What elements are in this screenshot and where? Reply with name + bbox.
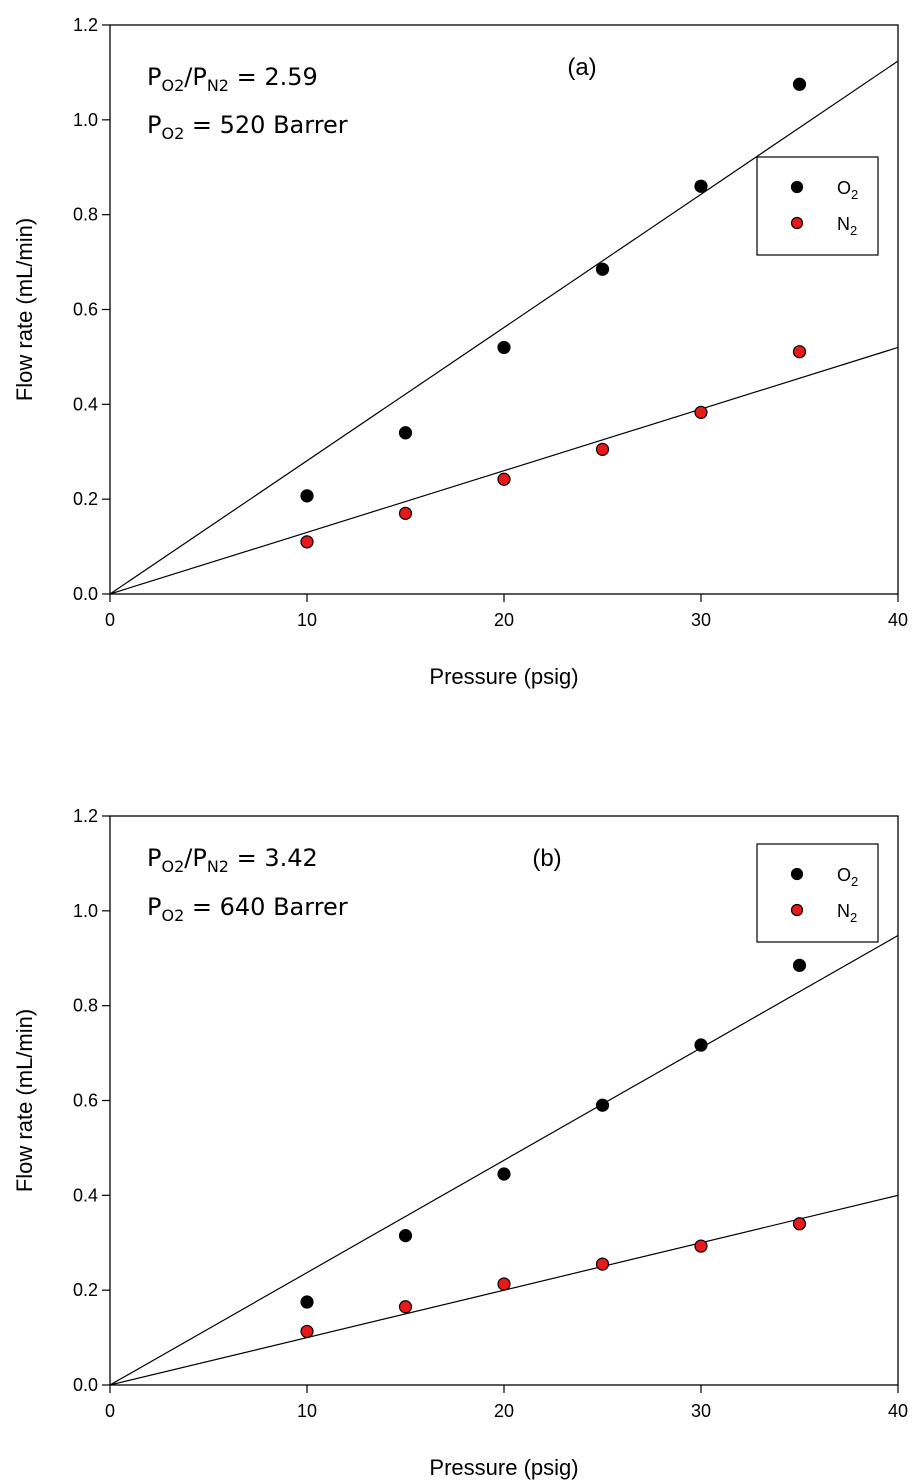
data-point-o2 <box>595 262 610 276</box>
annot-p: P <box>147 111 161 139</box>
legend-label-sub: 2 <box>851 874 858 889</box>
data-point-n2 <box>398 506 413 520</box>
data-point-n2 <box>694 405 708 419</box>
x-tick-label: 10 <box>297 1401 317 1421</box>
data-point-n2 <box>792 1217 807 1231</box>
chart-a: 0 10 20 30 40 0.0 0.2 0.4 0.6 0.8 1.0 1.2 Pressure (… <box>12 15 908 689</box>
annot-sub: O2 <box>161 124 184 143</box>
data-point-o2 <box>300 1295 314 1309</box>
data-point-n2 <box>398 1300 413 1314</box>
y-tick-label: 0.2 <box>73 489 98 509</box>
legend-label-sub: 2 <box>850 910 857 925</box>
panel-label: (b) <box>532 845 561 872</box>
x-tick-label: 30 <box>691 1401 711 1421</box>
annot-sub: N2 <box>207 76 229 95</box>
y-tick-label: 0.8 <box>73 996 98 1016</box>
data-point-n2 <box>694 1239 708 1253</box>
annot-p: P <box>147 893 161 921</box>
y-tick-label: 0.0 <box>73 584 98 604</box>
fit-line-n2 <box>110 346 898 594</box>
annot-p: P <box>147 63 161 91</box>
data-point-o2 <box>792 77 807 91</box>
data-point-o2 <box>595 1098 610 1112</box>
annot-sub: O2 <box>161 857 184 876</box>
x-tick-label: 10 <box>297 610 317 630</box>
legend-label-sub: 2 <box>851 187 858 202</box>
selectivity-annotation: PO2/PN2 = 2.59 <box>147 63 318 95</box>
x-tick-label: 20 <box>494 610 514 630</box>
y-tick-label: 1.2 <box>73 15 98 35</box>
x-tick-label: 40 <box>888 610 908 630</box>
data-point-n2 <box>300 535 314 549</box>
legend-label: N2 <box>837 214 857 238</box>
data-point-o2 <box>694 179 708 193</box>
annot-sep: /P <box>184 63 207 91</box>
data-point-n2 <box>300 1324 314 1339</box>
x-axis-title: Pressure (psig) <box>429 1455 578 1480</box>
y-tick-label: 0.6 <box>73 1091 98 1111</box>
legend-marker <box>790 867 804 881</box>
permeability-annotation: PO2 = 520 Barrer <box>147 111 348 143</box>
data-point-n2 <box>497 472 511 486</box>
legend-label-main: N <box>837 901 850 921</box>
annot-value: = 3.42 <box>229 844 318 872</box>
data-point-o2 <box>497 1167 511 1181</box>
fit-line-o2 <box>110 934 898 1385</box>
y-axis-title: Flow rate (mL/min) <box>12 1009 37 1192</box>
y-tick-label: 0.4 <box>73 1185 98 1205</box>
legend-marker <box>790 216 804 230</box>
y-tick-label: 1.2 <box>73 806 98 826</box>
y-tick-label: 1.0 <box>73 901 98 921</box>
data-point-o2 <box>398 1229 413 1243</box>
y-tick-label: 0.0 <box>73 1375 98 1395</box>
legend-box <box>756 843 879 943</box>
y-tick-label: 0.2 <box>73 1280 98 1300</box>
panel-label: (a) <box>567 54 596 81</box>
legend-label-main: O <box>837 178 851 198</box>
x-tick-label: 0 <box>105 610 115 630</box>
data-point-n2 <box>792 345 807 359</box>
x-tick-label: 30 <box>691 610 711 630</box>
y-tick-label: 1.0 <box>73 110 98 130</box>
legend-label-main: O <box>837 865 851 885</box>
data-point-o2 <box>300 489 314 503</box>
annot-p: P <box>147 844 161 872</box>
annot-sep: /P <box>184 844 207 872</box>
selectivity-annotation: PO2/PN2 = 3.42 <box>147 844 318 876</box>
annot-sub: O2 <box>161 906 184 925</box>
annot-sub: O2 <box>161 76 184 95</box>
legend-label-main: N <box>837 214 850 234</box>
permeability-annotation: PO2 = 640 Barrer <box>147 893 348 925</box>
data-point-n2 <box>595 442 610 456</box>
fit-line-o2 <box>110 60 898 594</box>
x-tick-label: 40 <box>888 1401 908 1421</box>
legend-label-sub: 2 <box>850 223 857 238</box>
annot-sub: N2 <box>207 857 229 876</box>
y-tick-label: 0.8 <box>73 205 98 225</box>
chart-b: 0 10 20 30 40 0.0 0.2 0.4 0.6 0.8 1.0 1.2 Pressure (… <box>12 806 908 1480</box>
annot-value: = 520 Barrer <box>184 111 348 139</box>
data-point-o2 <box>792 958 807 972</box>
data-point-o2 <box>497 340 511 355</box>
legend-marker <box>790 903 804 917</box>
legend-label: O2 <box>837 178 858 202</box>
y-tick-label: 0.4 <box>73 394 98 414</box>
legend-marker <box>790 180 804 194</box>
x-tick-label: 20 <box>494 1401 514 1421</box>
annot-value: = 640 Barrer <box>184 893 348 921</box>
x-axis-title: Pressure (psig) <box>429 664 578 689</box>
data-point-n2 <box>497 1277 511 1291</box>
data-point-o2 <box>694 1038 708 1052</box>
data-point-n2 <box>595 1257 610 1271</box>
legend-label: N2 <box>837 901 857 925</box>
legend-box <box>756 156 879 256</box>
y-tick-label: 0.6 <box>73 300 98 320</box>
data-point-o2 <box>398 426 413 440</box>
y-axis-title: Flow rate (mL/min) <box>12 218 37 401</box>
annot-value: = 2.59 <box>229 63 318 91</box>
legend-label: O2 <box>837 865 858 889</box>
x-tick-label: 0 <box>105 1401 115 1421</box>
